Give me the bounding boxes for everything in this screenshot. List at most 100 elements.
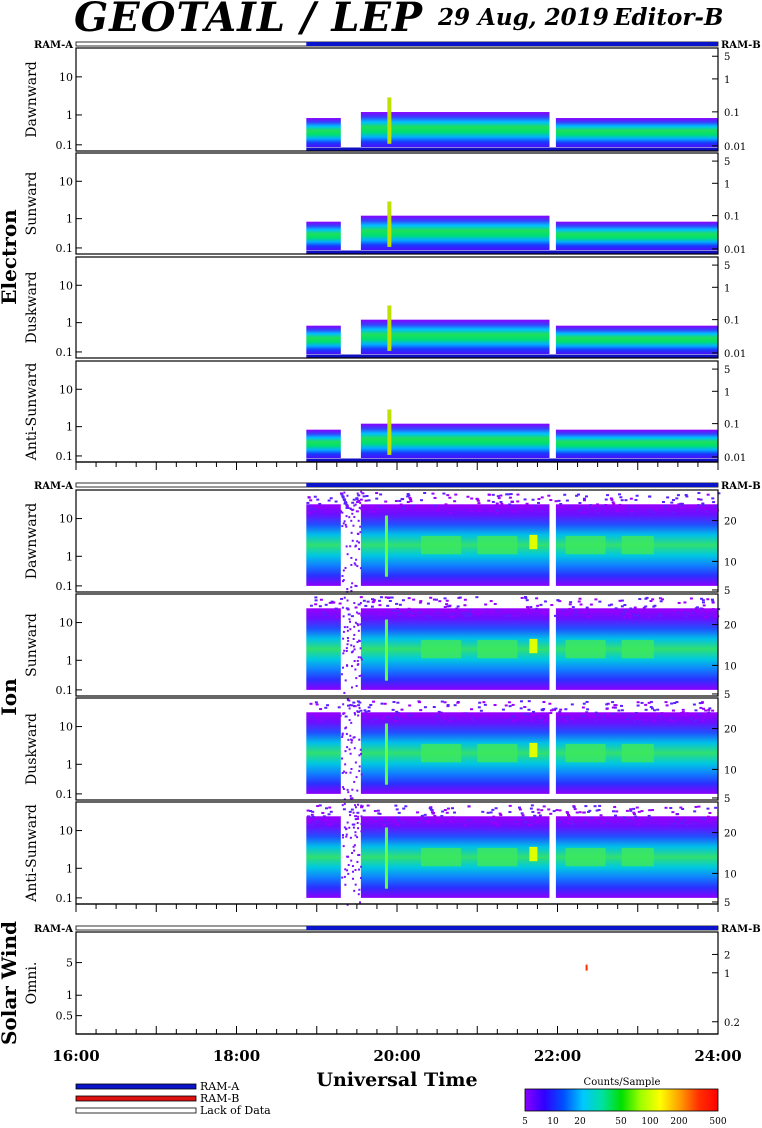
electron-data-band	[555, 325, 718, 354]
left-tick-label: 10	[59, 513, 73, 526]
colorbar-tick-label: 50	[615, 1117, 627, 1127]
left-tick-label: 0.1	[56, 580, 74, 593]
legend-label: RAM-B	[200, 1092, 239, 1105]
ion-core-blob	[421, 639, 462, 659]
ion-peak	[529, 638, 538, 654]
panel-label: Sunward	[24, 613, 40, 677]
time-tick-label: 24:00	[694, 1047, 741, 1065]
right-tick-label: 10	[724, 765, 737, 776]
colorbar-tick-label: 200	[670, 1117, 687, 1127]
panel-label: Duskward	[24, 713, 40, 785]
ion-core-blob	[421, 743, 462, 763]
ion-core-blob	[565, 847, 606, 867]
legend-label: Lack of Data	[200, 1104, 271, 1117]
electron-data-band	[306, 118, 341, 147]
electron-spike	[387, 97, 392, 144]
electron-spike	[387, 305, 392, 351]
ion-peak	[529, 534, 538, 550]
right-tick-label: 5	[724, 690, 730, 701]
section-label-solar-wind: Solar Wind	[0, 921, 21, 1045]
right-tick-label: 5	[724, 157, 730, 168]
right-tick-label: 0.01	[724, 142, 746, 153]
electron-data-band	[555, 429, 718, 458]
ram-bar-ram-a-segment	[306, 926, 718, 930]
left-tick-label: 1	[66, 109, 73, 122]
left-tick-label: 0.1	[56, 346, 74, 359]
colorbar-tick-label: 20	[574, 1117, 586, 1127]
panel-label: Dawnward	[24, 503, 40, 580]
right-tick-label: 0.1	[724, 212, 740, 223]
solar-wind-point	[585, 964, 588, 971]
panel-border	[75, 697, 719, 801]
left-tick-label: 10	[59, 71, 73, 84]
panel-electron-3: 10 1 0.1 5 1 0.1 0.01 Anti-Sunward	[24, 360, 746, 464]
electron-data-band	[360, 319, 550, 354]
left-tick-label: 0.1	[56, 242, 74, 255]
right-tick-label: 5	[724, 898, 730, 909]
editor-label: Editor-B	[614, 4, 724, 31]
ion-core-blob	[621, 535, 654, 555]
left-tick-label: 1	[66, 758, 73, 771]
section-label-ion: Ion	[0, 678, 21, 716]
ion-core-blob	[421, 847, 462, 867]
left-tick-label: 10	[59, 721, 73, 734]
ion-core-blob	[621, 847, 654, 867]
time-tick-row-2	[75, 1026, 719, 1035]
electron-data-band	[360, 112, 550, 147]
ram-a-label: RAM-A	[34, 481, 73, 492]
left-tick-label: 1	[66, 317, 73, 330]
right-tick-label: 10	[724, 557, 737, 568]
left-tick-label: 1	[66, 550, 73, 563]
right-tick-label: 5	[724, 52, 730, 63]
ion-core	[384, 619, 654, 681]
colorbar-scale	[524, 1088, 719, 1112]
right-tick-label: 1	[724, 969, 730, 980]
time-tick-row-1	[75, 903, 719, 912]
legend-label: RAM-A	[200, 1080, 240, 1093]
ion-core-blob	[565, 639, 606, 659]
ion-core-blob	[621, 743, 654, 763]
panel-electron-1: 10 1 0.1 5 1 0.1 0.01 Sunward	[24, 152, 746, 256]
panel-label: Duskward	[24, 272, 40, 344]
time-tick-label: 20:00	[373, 1047, 420, 1065]
ion-data-band	[306, 712, 341, 794]
left-tick-label: 1	[66, 421, 73, 434]
panel-label: Anti-Sunward	[24, 363, 40, 462]
colorbar-tick-label: 500	[709, 1117, 726, 1127]
right-tick-label: 20	[724, 725, 737, 736]
right-tick-label: 0.01	[724, 245, 746, 256]
ion-core	[384, 723, 654, 785]
left-tick-label: 10	[59, 617, 73, 630]
colorbar-tick-label: 100	[641, 1117, 658, 1127]
right-tick-label: 20	[724, 517, 737, 528]
electron-data-band	[555, 118, 718, 147]
time-tick-label: 22:00	[534, 1047, 581, 1065]
electron-data-band	[306, 429, 341, 458]
electron-spike	[387, 409, 392, 455]
right-tick-label: 20	[724, 621, 737, 632]
panel-ion-2: 10 1 0.1 20 10 5 Duskward	[24, 697, 737, 805]
left-tick-label: 0.1	[56, 139, 74, 152]
ion-core-blob	[477, 535, 518, 555]
panel-label: Sunward	[24, 172, 40, 236]
ion-noise-speckles	[306, 490, 721, 593]
right-tick-label: 0.1	[724, 108, 740, 119]
ion-noise-speckles	[309, 596, 721, 694]
x-axis-title: Universal Time	[316, 1069, 477, 1091]
legend-swatch	[75, 1083, 197, 1090]
ram-bar-1: RAM-A RAM-B	[34, 481, 761, 492]
right-tick-label: 0.2	[724, 1018, 740, 1029]
ram-b-label: RAM-B	[721, 924, 761, 935]
panel-frame	[75, 931, 719, 1035]
right-tick-label: 0.1	[724, 420, 740, 431]
panel-ion-3: 10 1 0.1 20 10 5 Anti-Sunward	[24, 801, 737, 909]
right-tick-label: 5	[724, 365, 730, 376]
colorbar: Counts/Sample 5 10 20 50 100 200 500	[522, 1077, 727, 1127]
panel-electron-2: 10 1 0.1 5 1 0.1 0.01 Duskward	[24, 256, 746, 360]
right-tick-label: 0.01	[724, 349, 746, 360]
section-label-electron: Electron	[0, 209, 21, 305]
ram-b-label: RAM-B	[721, 481, 761, 492]
panel-border	[75, 256, 719, 359]
